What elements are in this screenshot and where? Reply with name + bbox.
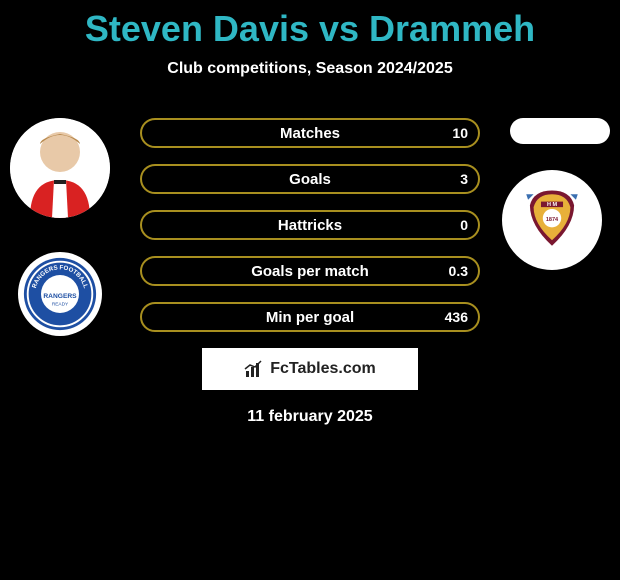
- crest-right-icon: H M 1874: [506, 174, 598, 266]
- stat-right-value: 3: [460, 171, 468, 187]
- stat-row: Goals 3: [140, 164, 480, 194]
- club-left-crest: RANGERS READY RANGERS FOOTBALL: [18, 252, 102, 336]
- stat-right-value: 436: [445, 309, 468, 325]
- stat-label: Matches: [280, 125, 340, 142]
- comparison-title: Steven Davis vs Drammeh: [0, 0, 620, 50]
- svg-text:RANGERS: RANGERS: [43, 293, 77, 300]
- svg-text:READY: READY: [52, 301, 69, 307]
- stat-row: Matches 10: [140, 118, 480, 148]
- brand-logo: FcTables.com: [202, 348, 418, 390]
- avatar-left-icon: [10, 118, 110, 218]
- brand-text: FcTables.com: [270, 360, 376, 378]
- crest-left-icon: RANGERS READY RANGERS FOOTBALL: [22, 256, 98, 332]
- stat-row: Goals per match 0.3: [140, 256, 480, 286]
- comparison-date: 11 february 2025: [0, 408, 620, 426]
- svg-text:1874: 1874: [546, 217, 559, 223]
- stat-label: Min per goal: [266, 309, 354, 326]
- player-right-photo: [510, 118, 610, 144]
- comparison-content: RANGERS READY RANGERS FOOTBALL H M 1874 …: [0, 118, 620, 426]
- comparison-subtitle: Club competitions, Season 2024/2025: [0, 60, 620, 78]
- chart-icon: [244, 359, 264, 379]
- stats-container: Matches 10 Goals 3 Hattricks 0 Goals per…: [140, 118, 480, 332]
- club-right-crest: H M 1874: [502, 170, 602, 270]
- stat-label: Hattricks: [278, 217, 342, 234]
- stat-right-value: 10: [452, 125, 468, 141]
- stat-row: Min per goal 436: [140, 302, 480, 332]
- stat-right-value: 0.3: [449, 263, 468, 279]
- svg-text:H M: H M: [547, 202, 558, 208]
- stat-right-value: 0: [460, 217, 468, 233]
- stat-row: Hattricks 0: [140, 210, 480, 240]
- stat-label: Goals per match: [251, 263, 369, 280]
- player-left-photo: [10, 118, 110, 218]
- stat-label: Goals: [289, 171, 331, 188]
